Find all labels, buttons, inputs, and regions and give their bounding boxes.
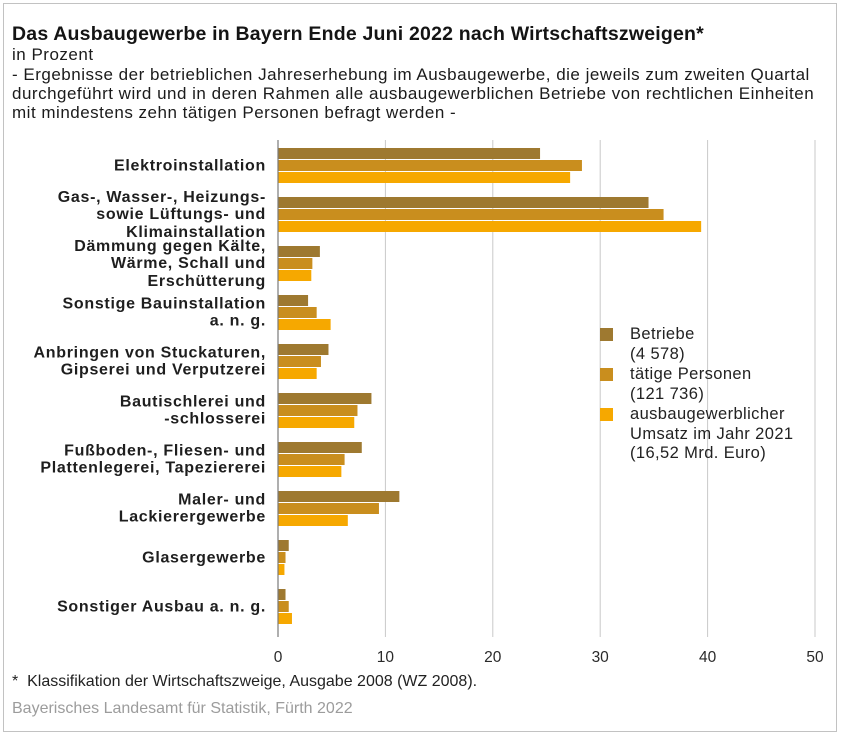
legend: Betriebe (4 578) tätige Personen (121 736)… bbox=[600, 325, 794, 465]
source-note: Bayerisches Landesamt für Statistik, Für… bbox=[12, 699, 353, 717]
chart-frame bbox=[3, 3, 837, 732]
legend-swatch bbox=[600, 328, 613, 341]
chart-subtitle: in Prozent bbox=[12, 44, 94, 64]
legend-text: ausbaugewerblicher Umsatz im Jahr 2021 (1… bbox=[630, 405, 794, 464]
legend-swatch bbox=[600, 408, 613, 421]
chart-title: Das Ausbaugewerbe in Bayern Ende Juni 20… bbox=[12, 23, 704, 45]
legend-swatch bbox=[600, 368, 613, 381]
footnote: * Klassifikation der Wirtschaftszweige, … bbox=[12, 672, 478, 690]
legend-series-name: ausbaugewerblicher Umsatz im Jahr 2021 bbox=[630, 405, 794, 443]
legend-series-detail: (4 578) bbox=[630, 344, 686, 363]
legend-text: Betriebe (4 578) bbox=[630, 325, 695, 364]
legend-series-detail: (16,52 Mrd. Euro) bbox=[630, 444, 767, 462]
legend-series-detail: (121 736) bbox=[630, 384, 705, 403]
legend-series-name: Betriebe bbox=[630, 325, 695, 343]
legend-text: tätige Personen (121 736) bbox=[630, 365, 752, 404]
legend-entry-taetige-personen: tätige Personen (121 736) bbox=[600, 365, 794, 404]
legend-entry-umsatz: ausbaugewerblicher Umsatz im Jahr 2021 (1… bbox=[600, 405, 794, 464]
legend-series-name: tätige Personen bbox=[630, 365, 752, 383]
legend-entry-betriebe: Betriebe (4 578) bbox=[600, 325, 794, 364]
chart-description: - Ergebnisse der betrieblichen Jahreserh… bbox=[12, 64, 815, 122]
